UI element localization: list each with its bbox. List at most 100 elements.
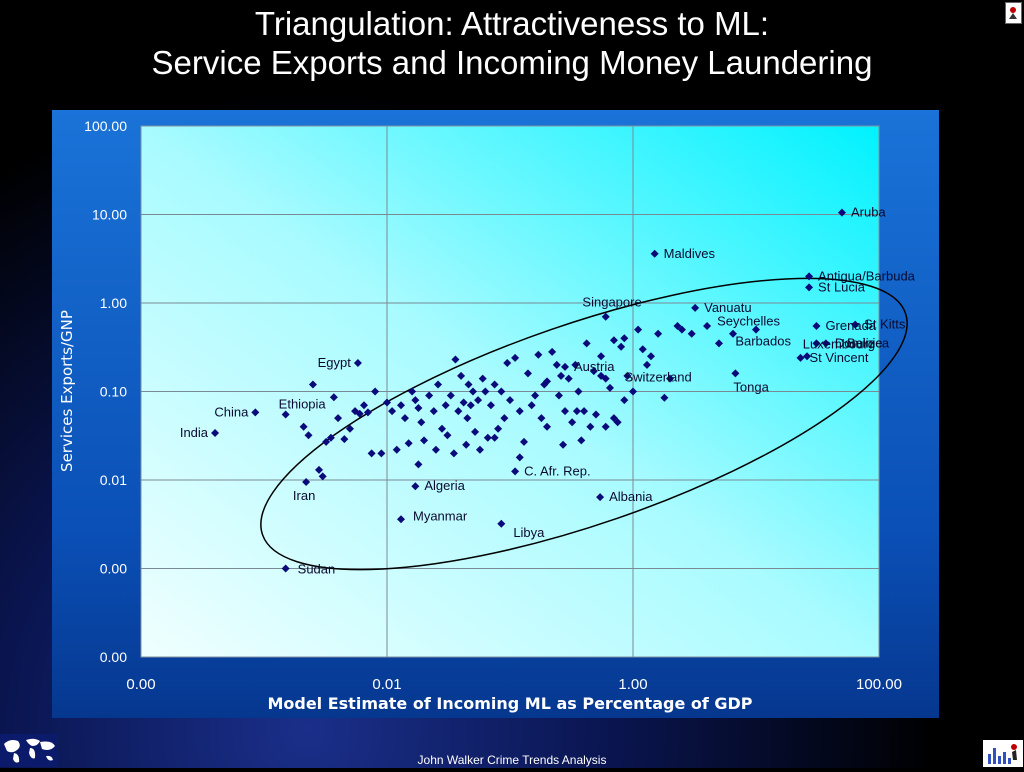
data-point [523, 369, 532, 378]
data-point [299, 422, 308, 431]
data-point [383, 398, 391, 407]
data-point [211, 428, 220, 437]
data-point [466, 401, 475, 410]
point-label: Austria [574, 359, 615, 374]
point-label: Libya [513, 525, 545, 540]
data-point [531, 391, 540, 400]
data-point [411, 396, 420, 405]
data-point [821, 339, 830, 348]
data-point [643, 360, 652, 369]
data-point [340, 435, 349, 444]
title-line-2: Service Exports and Incoming Money Laund… [151, 44, 873, 81]
data-point [605, 383, 614, 392]
data-point [441, 401, 450, 410]
point-label: Aruba [851, 205, 886, 220]
data-point [483, 433, 492, 442]
point-label: Switzerland [625, 370, 692, 385]
data-point [601, 312, 610, 321]
data-point [552, 360, 561, 369]
point-label: Tonga [733, 379, 769, 394]
data-point [620, 396, 629, 405]
slide-title: Triangulation: Attractiveness to ML: Ser… [0, 4, 1024, 82]
data-point [397, 401, 406, 410]
y-tick-label: 10.00 [92, 207, 127, 223]
point-label: Maldives [664, 246, 716, 261]
data-point [494, 424, 503, 433]
y-tick-label: 0.10 [100, 384, 127, 400]
data-point [490, 433, 499, 442]
data-point [503, 358, 512, 367]
x-tick-label: 0.01 [372, 676, 401, 693]
y-tick-label: 0.01 [100, 472, 127, 488]
data-point [677, 325, 686, 334]
title-line-1: Triangulation: Attractiveness to ML: [254, 5, 770, 42]
data-point [548, 347, 557, 356]
data-point [281, 410, 290, 419]
point-label: Vanuatu [704, 300, 751, 315]
point-label: Algeria [424, 478, 465, 493]
data-point [414, 404, 423, 413]
point-label: St Kitts [864, 317, 906, 332]
globe-map-icon [0, 734, 58, 767]
data-point [302, 477, 311, 486]
data-point [251, 408, 260, 417]
data-point [392, 445, 401, 454]
data-point [478, 374, 487, 383]
data-point [377, 449, 386, 458]
footer-text: John Walker Crime Trends Analysis [417, 753, 607, 767]
x-tick-label: 0.00 [126, 676, 155, 693]
point-label: Antigua/Barbuda [818, 268, 916, 283]
data-point [666, 374, 675, 383]
data-point [752, 325, 760, 334]
data-point [404, 439, 413, 448]
data-point [691, 303, 700, 312]
y-tick-label: 1.00 [100, 295, 127, 311]
data-point [420, 436, 429, 445]
data-point [601, 422, 610, 431]
data-point [574, 387, 583, 396]
x-axis-label: Model Estimate of Incoming ML as Percent… [267, 694, 752, 713]
data-point [646, 352, 655, 361]
x-tick-labels: 0.00 0.01 1.00 100.00 [126, 676, 902, 693]
point-label: Sudan [298, 562, 336, 577]
data-point [609, 336, 618, 345]
data-point [367, 449, 376, 458]
data-point [561, 407, 570, 416]
point-label: St Lucia [818, 279, 866, 294]
data-point [464, 380, 473, 389]
point-label: India [180, 425, 209, 440]
point-label: C. Afr. Rep. [524, 463, 590, 478]
data-point [687, 329, 696, 338]
data-point [660, 393, 669, 402]
data-point [543, 377, 552, 386]
data-point [417, 418, 426, 427]
data-point [329, 393, 338, 402]
data-point [326, 433, 335, 442]
point-label: Seychelles [717, 314, 780, 329]
data-point [580, 407, 589, 416]
data-point [617, 342, 626, 351]
point-label: Iran [293, 488, 315, 503]
data-point [728, 329, 737, 338]
data-point [363, 408, 372, 417]
point-label: Myanmar [413, 508, 468, 523]
data-point [459, 398, 468, 407]
data-point [322, 437, 331, 446]
data-point [601, 374, 610, 383]
data-point [572, 407, 581, 416]
data-point [638, 345, 647, 354]
data-point [596, 493, 605, 502]
data-point [371, 387, 380, 396]
data-point [703, 321, 712, 330]
data-point [431, 445, 440, 454]
data-point [462, 440, 471, 449]
bar-chart-logo-icon [983, 740, 1023, 767]
point-label: Barbados [735, 334, 791, 349]
data-point [497, 519, 506, 528]
data-point [589, 367, 598, 376]
data-point [634, 325, 643, 334]
data-point [281, 564, 290, 573]
y-tick-label: 0.00 [100, 649, 127, 665]
data-point [623, 371, 632, 380]
